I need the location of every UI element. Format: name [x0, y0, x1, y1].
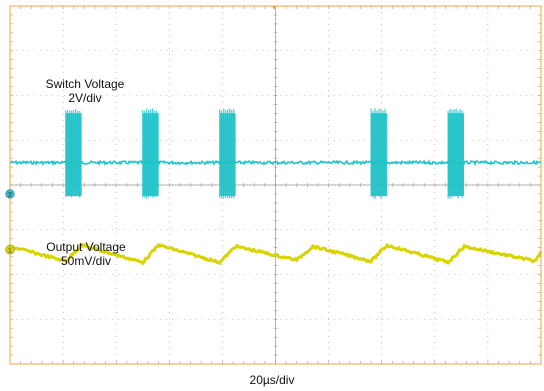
switch-voltage-pulse-burst [142, 108, 159, 199]
output-voltage-scale: 50mV/div [60, 254, 112, 268]
trigger-position-marker [272, 6, 276, 10]
switch-voltage-pulse-burst [447, 108, 465, 199]
traces [9, 108, 543, 265]
channel-1-marker-dot [5, 244, 15, 255]
switch-voltage-pulse-burst [65, 109, 82, 198]
output-voltage-ripple [9, 242, 543, 265]
timebase-label: 20µs/div [249, 373, 295, 387]
channel-2-marker: 2 [5, 189, 15, 199]
channel-1-marker: 1 [5, 244, 15, 255]
switch-voltage-pulse-burst [370, 108, 388, 199]
switch-voltage-label: Switch Voltage 2V/div [24, 77, 146, 105]
channel-markers: 21 [5, 189, 15, 255]
switch-voltage-title: Switch Voltage [45, 77, 125, 91]
channel-2-marker-dot [5, 189, 15, 199]
output-voltage-title: Output Voltage [46, 240, 126, 254]
channel-1-marker-label: 1 [8, 248, 12, 255]
output-voltage-label: Output Voltage 50mV/div [10, 240, 162, 268]
switch-voltage-pulse-burst [219, 108, 236, 199]
channel-2-marker-label: 2 [8, 192, 12, 199]
switch-voltage-scale: 2V/div [68, 91, 102, 105]
